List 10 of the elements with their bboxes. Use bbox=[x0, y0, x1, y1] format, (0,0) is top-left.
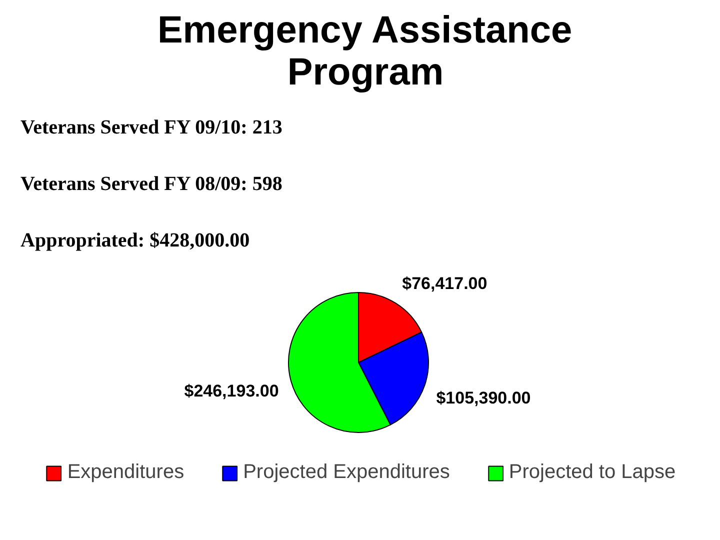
data-label: $76,417.00 bbox=[402, 274, 488, 294]
text: Appropriated: $428,000.00 bbox=[20, 230, 250, 252]
legend-label: Projected Expenditures bbox=[243, 461, 450, 484]
data-label: $105,390.00 bbox=[436, 388, 531, 408]
text: Veterans Served FY 08/09: 598 bbox=[20, 173, 282, 195]
text: Veterans Served FY 09/10: 213 bbox=[20, 116, 282, 138]
legend-label: Projected to Lapse bbox=[508, 461, 676, 484]
legend-label: Expenditures bbox=[67, 461, 184, 484]
data-label: $246,193.00 bbox=[184, 382, 279, 401]
chart-title: Emergency Assistance Program bbox=[157, 10, 572, 94]
